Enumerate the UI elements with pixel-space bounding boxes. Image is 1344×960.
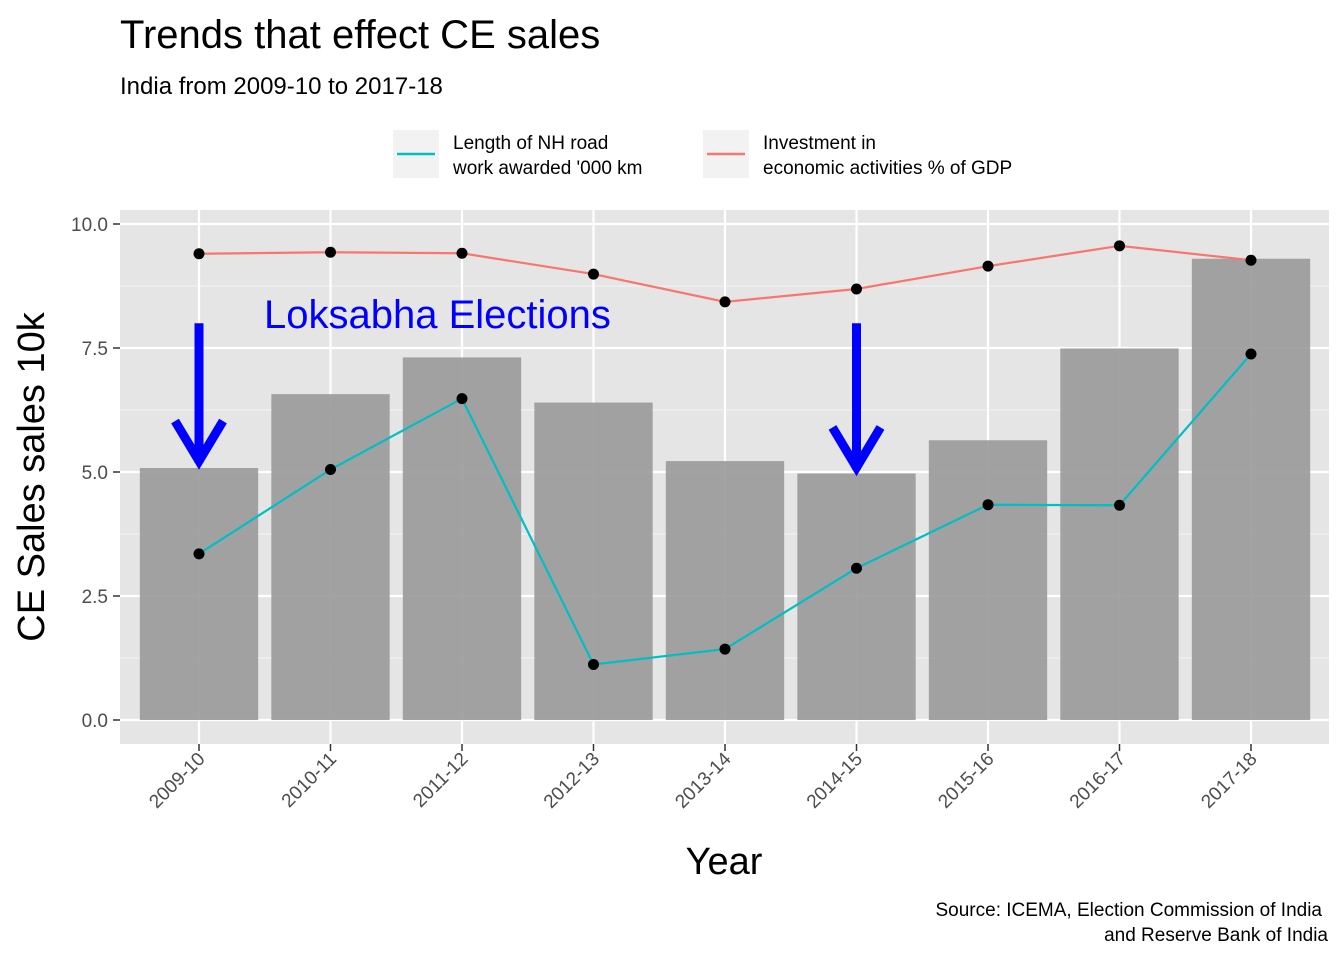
- series-0-point-2009-10: [193, 548, 205, 560]
- x-axis-title: Year: [686, 841, 763, 883]
- annotation-arrow-head-0: [171, 418, 227, 470]
- legend-label-nh-road-line2: work awarded '000 km: [452, 158, 643, 179]
- series-0-point-2014-15: [851, 562, 862, 574]
- x-tick-label: 2014-15: [803, 749, 867, 813]
- legend: Length of NH road work awarded '000 km I…: [393, 130, 1012, 179]
- y-axis: 0.0 2.5 5.0 7.5 10.0: [71, 215, 120, 732]
- annotation-arrows: [171, 323, 885, 477]
- x-tick-label: 2012-13: [540, 749, 604, 813]
- bars: [139, 258, 1311, 720]
- bar-2010-11: [271, 394, 390, 720]
- chart-title: Trends that effect CE sales: [120, 13, 600, 57]
- y-tick-label: 10.0: [71, 215, 108, 236]
- series-0-point-2012-13: [588, 658, 599, 670]
- series-1-point-2009-10: [193, 248, 205, 260]
- y-tick-label: 2.5: [82, 587, 108, 608]
- caption-line-1: Source: ICEMA, Election Commission of In…: [936, 900, 1323, 921]
- bar-2011-12: [402, 357, 522, 720]
- bar-2017-18: [1191, 258, 1311, 720]
- x-tick-label: 2011-12: [409, 749, 472, 812]
- x-tick-label: 2013-14: [671, 748, 735, 812]
- series-1-point-2017-18: [1245, 254, 1257, 266]
- series-0-point-2016-17: [1114, 499, 1125, 511]
- y-tick-label: 5.0: [82, 463, 108, 484]
- series-1-point-2014-15: [851, 283, 862, 295]
- bar-2015-16: [928, 440, 1048, 720]
- bar-2016-17: [1060, 348, 1179, 720]
- legend-label-nh-road-line1: Length of NH road: [453, 133, 608, 154]
- series-1-point-2015-16: [982, 260, 994, 272]
- y-axis-title: CE Sales sales 10k: [11, 311, 53, 641]
- x-tick-label: 2017-18: [1197, 749, 1261, 813]
- legend-label-investment-line1: Investment in: [763, 133, 876, 154]
- series-0-point-2013-14: [719, 643, 731, 655]
- series-1-point-2011-12: [456, 247, 468, 259]
- series-1-point-2012-13: [588, 268, 599, 280]
- series-1-point-2010-11: [325, 246, 336, 258]
- bar-2012-13: [534, 402, 653, 720]
- x-tick-label: 2015-16: [934, 749, 998, 813]
- series-0-point-2017-18: [1245, 348, 1257, 360]
- x-tick-label: 2009-10: [145, 749, 209, 813]
- annotation-arrow-head-1: [828, 425, 885, 477]
- chart-subtitle: India from 2009-10 to 2017-18: [120, 73, 443, 100]
- x-tick-label: 2016-17: [1066, 749, 1130, 813]
- series-0-point-2010-11: [325, 464, 336, 476]
- y-tick-label: 0.0: [82, 711, 108, 732]
- bar-2009-10: [139, 468, 259, 720]
- bar-2013-14: [665, 461, 785, 720]
- x-axis: 2009-10 2010-11 2011-12 2012-13 2013-14 2014-…: [145, 744, 1262, 813]
- x-tick-label: 2010-11: [278, 749, 341, 812]
- series-0-point-2011-12: [456, 393, 468, 405]
- caption-line-2: and Reserve Bank of India: [1104, 925, 1328, 946]
- y-tick-label: 7.5: [82, 339, 108, 360]
- bar-2014-15: [797, 473, 916, 720]
- series-points: [193, 240, 1257, 670]
- legend-label-investment-line2: economic activities % of GDP: [763, 158, 1012, 179]
- series-1-point-2013-14: [719, 296, 731, 308]
- annotation-loksabha-elections: Loksabha Elections: [264, 293, 611, 337]
- series-1-point-2016-17: [1114, 240, 1125, 252]
- series-0-point-2015-16: [982, 499, 994, 511]
